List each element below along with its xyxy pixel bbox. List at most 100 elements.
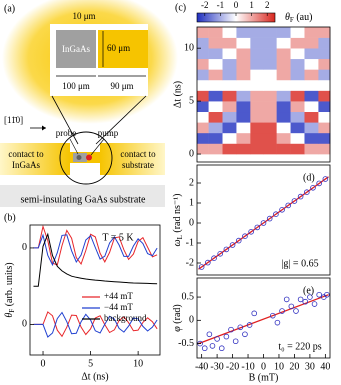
heat-cell [236,143,251,155]
heat-cell [304,122,319,134]
y-tick-label: 5 [189,95,194,106]
direction-label: [11̄0] [4,115,23,125]
heat-cell [250,69,264,81]
data-point [283,296,290,303]
x-tick-label: -40 [195,361,208,372]
heat-cell [236,58,251,70]
data-point [242,233,248,240]
funnel-line [51,95,79,145]
data-point [288,303,295,310]
x-tick-label: 30 [305,361,315,372]
annotation: t₀ = 220 ps [278,341,321,352]
y-axis-label-symbol: ω [172,239,183,246]
y-axis-label-rest: (rad ns⁻¹) [172,194,183,236]
heat-cell [290,122,305,134]
y-tick-label: -2 [186,257,194,268]
heat-cell [236,37,251,49]
heat-cell [208,143,223,155]
heat-cell [197,101,209,113]
heat-cell [276,143,291,155]
heat-cell [276,122,291,134]
legend-label: −44 mT [104,302,133,312]
x-tick-label: 20 [289,361,299,372]
y-tick-label: -0.5 [178,338,194,349]
series-line [33,225,158,266]
data-point [291,198,298,204]
data-point [206,331,213,338]
probe-spot [76,155,82,160]
data-point [269,312,276,319]
heat-cell [197,122,209,134]
substrate [0,185,165,207]
heat-cell [208,69,223,81]
legend-label: background [104,313,147,323]
heat-cell [290,90,305,102]
data-point [232,338,239,345]
data-point [235,237,242,244]
data-point [279,308,285,314]
heat-cell [290,27,305,38]
contact-pad [100,143,165,175]
panel-a: (a) 10 μm InGaAs 60 μm 100 μm 90 μm [11̄… [0,0,178,207]
heat-cell [318,48,331,60]
pointer [69,138,79,155]
inset-contact [98,30,148,68]
y-tick-label: 0 [189,315,194,326]
heat-cell [318,69,331,81]
y-tick-label: 0 [189,148,194,159]
colorbar-tick-label: 1 [249,0,254,10]
heat-cell [263,143,277,155]
plot-frame [29,224,161,356]
probe-label: probe [56,128,77,138]
heat-cell [197,132,209,144]
heat-cell [208,122,223,134]
heat-cell [263,58,277,70]
heat-cell [304,111,319,123]
x-axis-label: Δt (ns) [81,371,108,382]
data-point [198,264,205,270]
heat-cell [318,58,331,70]
heat-cell [304,69,319,81]
heat-cell [208,27,223,38]
data-point [324,291,330,298]
data-point [273,211,279,218]
contact-label: contact to [8,149,44,159]
data-point [223,333,230,340]
heat-cell [208,48,223,60]
y-axis-label: φ (rad) [172,304,183,331]
heat-cell [263,90,277,102]
heat-cell [290,58,305,70]
heat-cell [222,122,237,134]
heat-cell [290,69,305,81]
data-point [217,251,223,257]
series-line [33,311,158,338]
heat-cell [290,111,305,123]
heat-cell [250,122,264,134]
colorbar-tick-label: -1 [217,0,225,10]
data-point [279,207,285,213]
heat-cell [250,143,264,155]
heat-cell [318,111,331,123]
heat-cell [263,37,277,49]
y-axis-label: θF (arb. units) [4,262,15,317]
data-point [229,242,236,248]
heat-cell [276,58,291,70]
heat-cell [236,90,251,102]
zoom-circle [59,131,113,185]
heat-cell [304,79,319,91]
y-axis-label-symbol: φ [172,326,183,332]
heat-cell [222,69,237,81]
heat-cell [276,90,291,102]
data-point [254,224,261,231]
heat-cell [318,143,331,155]
data-point [302,298,309,305]
x-tick-label: 10 [274,361,284,372]
heat-cell [318,79,331,91]
data-point [248,229,254,235]
data-point [228,326,234,333]
heat-cell [208,58,223,70]
colorbar-label: θF (au) [285,12,312,23]
plot-frame [196,164,331,276]
heat-cell [290,132,305,144]
heat-cell [276,27,291,38]
